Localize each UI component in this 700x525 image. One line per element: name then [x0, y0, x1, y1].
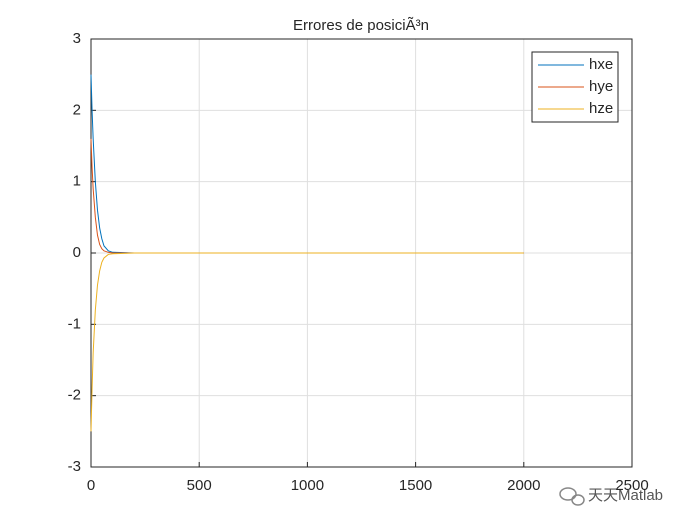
axes-box [90, 38, 633, 468]
x-tick-label: 2000 [507, 477, 540, 494]
x-tick-label: 500 [187, 477, 212, 494]
y-tick-label: 3 [73, 30, 81, 47]
y-tick-label: -3 [68, 458, 81, 475]
y-tick-label: -1 [68, 315, 81, 332]
legend-label: hye [589, 78, 613, 95]
series-line [90, 252, 524, 432]
legend-label: hze [589, 100, 613, 117]
legend-label: hxe [589, 56, 613, 73]
x-tick-label: 2500 [615, 477, 648, 494]
x-tick-label: 1000 [291, 477, 324, 494]
y-tick-label: -2 [68, 387, 81, 404]
x-tick-label: 1500 [399, 477, 432, 494]
y-tick-label: 2 [73, 101, 81, 118]
x-tick-label: 0 [87, 477, 95, 494]
chart-title: Errores de posiciÃ³n [293, 17, 429, 34]
watermark-icon [559, 487, 585, 506]
y-tick-label: 1 [73, 173, 81, 190]
y-tick-label: 0 [73, 244, 81, 261]
watermark: 天天Matlab [588, 487, 663, 504]
